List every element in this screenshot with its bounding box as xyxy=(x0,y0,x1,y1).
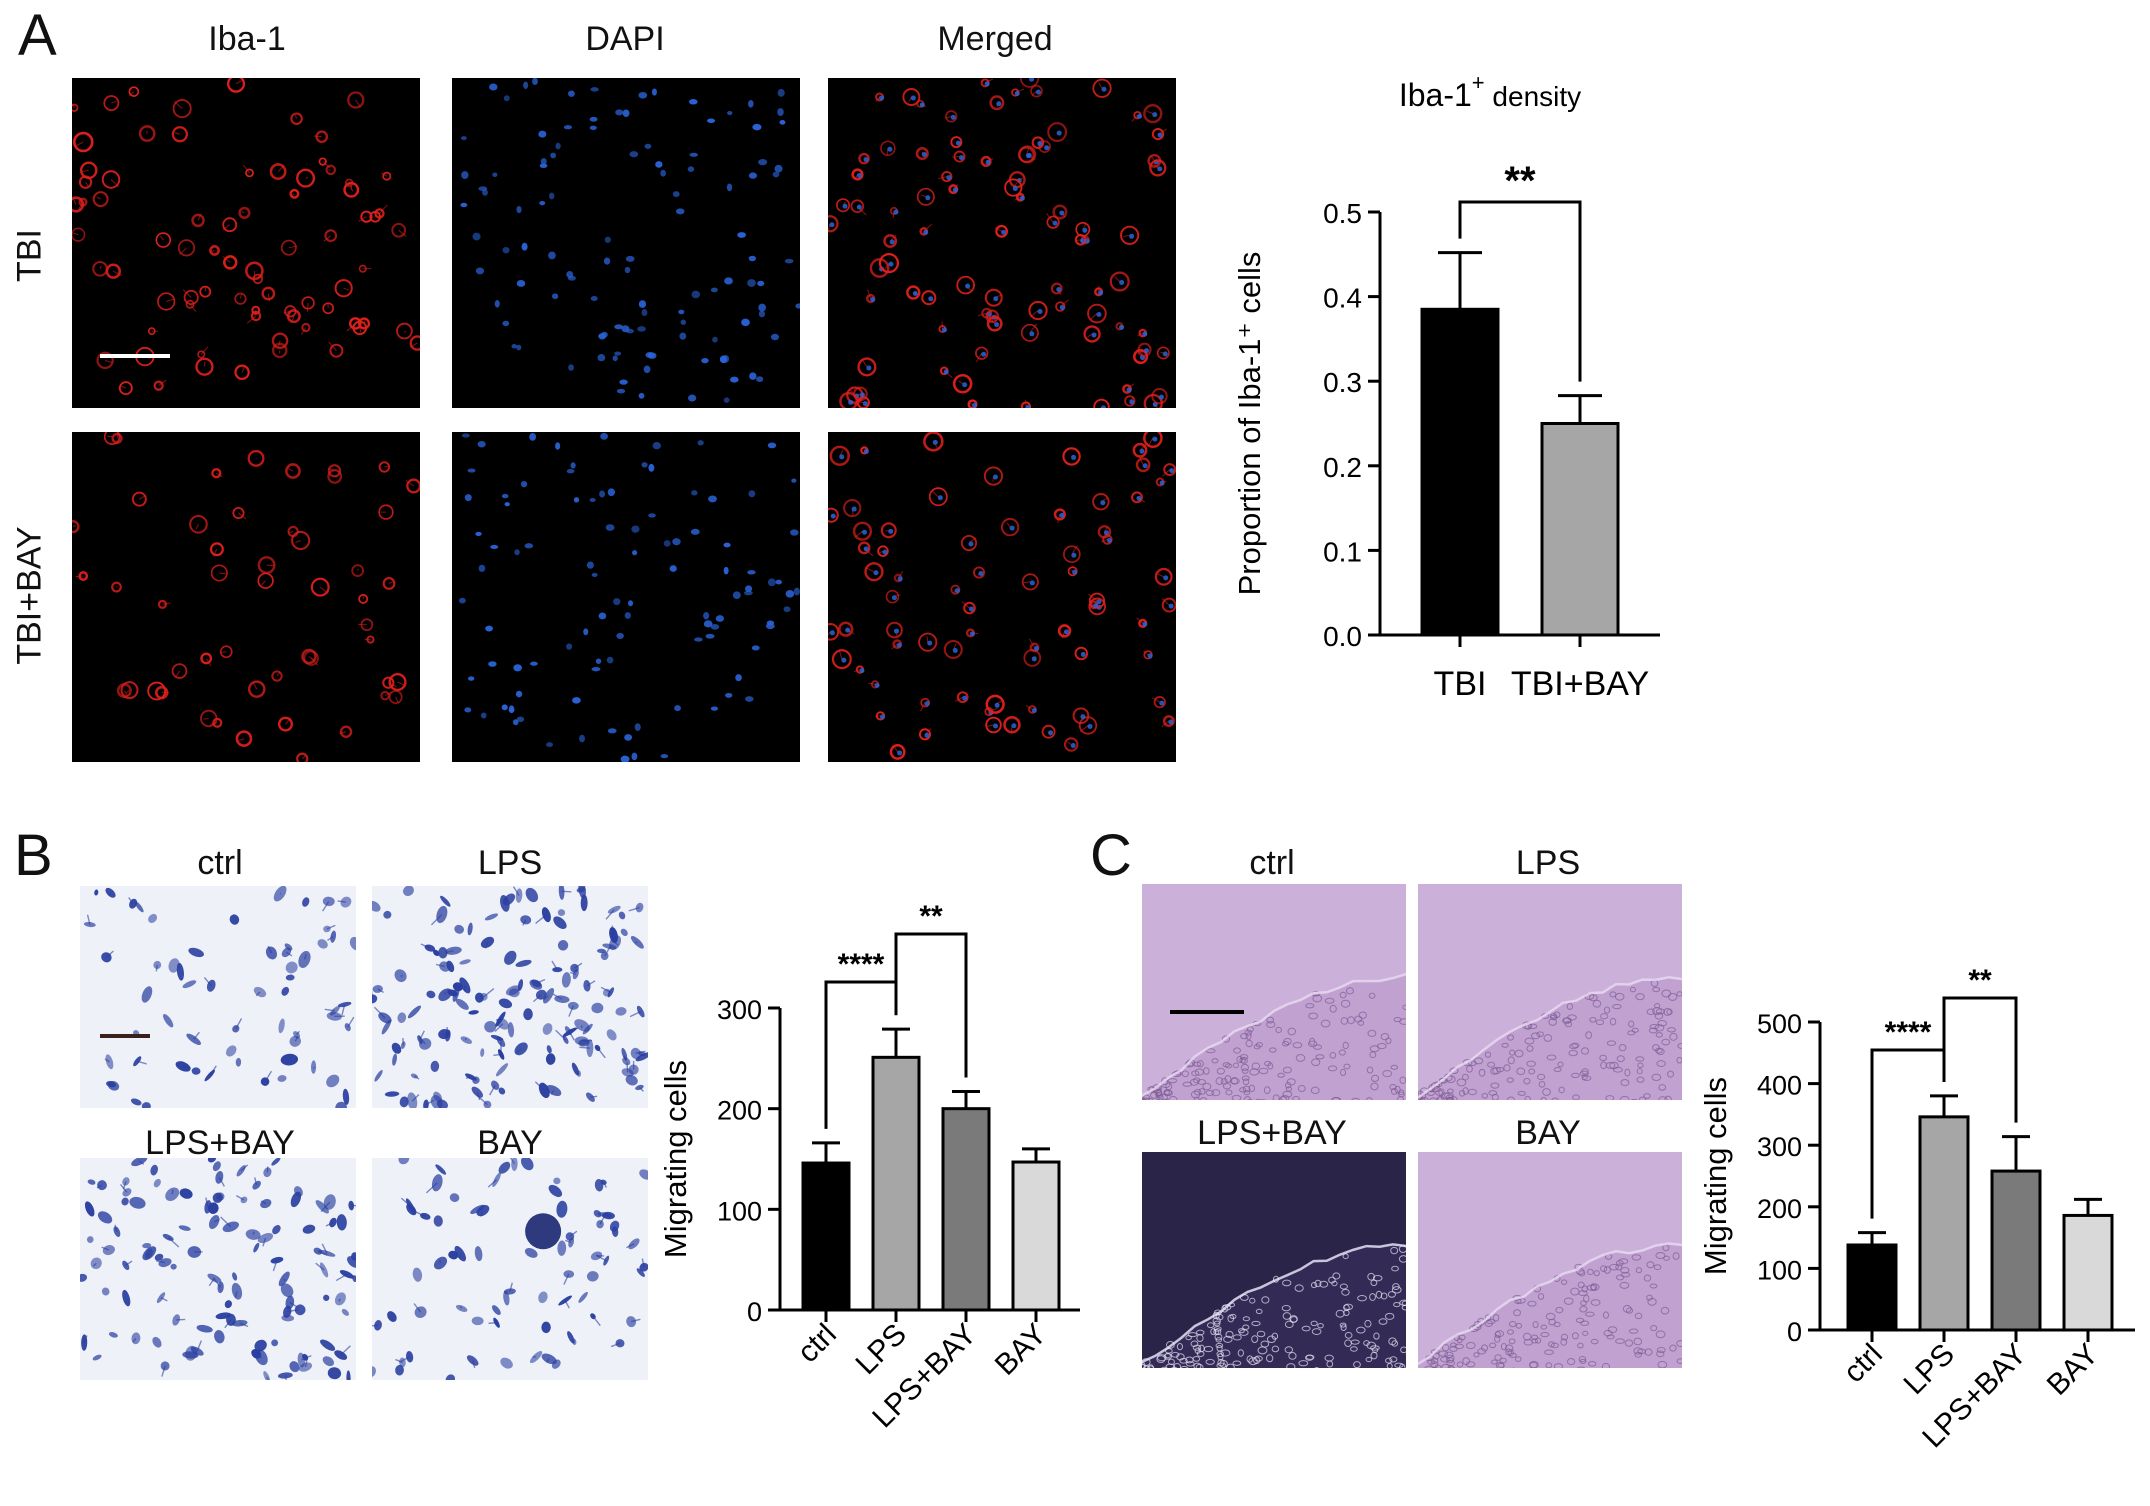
y-tick-label: 100 xyxy=(717,1196,762,1226)
transwell-lps-bay xyxy=(80,1158,356,1380)
bar-lps xyxy=(1918,1115,1970,1332)
micrograph-tbi-bay-merged xyxy=(828,432,1176,762)
bar-ctrl xyxy=(801,1161,851,1312)
y-tick-label: 300 xyxy=(1757,1132,1802,1162)
cell-texture xyxy=(80,1158,356,1380)
caption-c-lps: LPS xyxy=(1515,844,1581,882)
micrograph-tbi-merged xyxy=(828,78,1176,408)
y-tick-label: 200 xyxy=(1757,1194,1802,1224)
caption-b-lps: LPS xyxy=(477,844,543,882)
y-tick-label: 0.3 xyxy=(1323,367,1362,398)
y-axis-label: Migrating cells xyxy=(658,1060,693,1258)
micrograph-tbi-bay-dapi xyxy=(452,432,800,762)
cell-texture xyxy=(828,78,1170,408)
y-axis-label: Migrating cells xyxy=(1698,1077,1733,1275)
wound-texture xyxy=(1418,1242,1682,1368)
cell-texture xyxy=(72,432,420,762)
column-label-dapi: DAPI xyxy=(585,20,665,58)
column-label-merged: Merged xyxy=(937,20,1053,58)
y-tick-label: 500 xyxy=(1757,1009,1802,1039)
y-tick-label: 400 xyxy=(1757,1071,1802,1101)
bar-bay xyxy=(1011,1160,1061,1312)
significance-stars: **** xyxy=(838,948,885,981)
wound-texture xyxy=(1418,976,1682,1100)
micrograph-tbi-bay-iba1 xyxy=(72,432,420,762)
transwell-bay xyxy=(372,1158,648,1380)
panel-letter-b: B xyxy=(14,823,53,888)
x-category-label: TBI xyxy=(1434,665,1487,703)
bar-tbi-bay xyxy=(1540,422,1620,637)
significance-stars: ** xyxy=(919,900,943,933)
micrograph-tbi-dapi xyxy=(452,78,800,408)
row-label-tbi: TBI xyxy=(10,229,49,282)
x-category-label: BAY xyxy=(989,1318,1053,1382)
y-tick-label: 0.4 xyxy=(1323,283,1362,314)
y-tick-label: 0.1 xyxy=(1323,536,1362,567)
wound-texture xyxy=(1142,1243,1406,1368)
column-label-iba1: Iba-1 xyxy=(208,20,286,58)
wound-texture xyxy=(1142,972,1406,1100)
x-category-label: LPS xyxy=(1898,1338,1961,1401)
y-tick-label: 200 xyxy=(717,1096,762,1126)
bar-bay xyxy=(2062,1213,2114,1332)
y-axis-label: Proportion of Iba-1⁺ cells xyxy=(1232,252,1267,596)
cell-texture xyxy=(828,432,1176,760)
x-category-label: ctrl xyxy=(791,1318,843,1370)
caption-b-ctrl: ctrl xyxy=(197,844,243,882)
panel-letter-a: A xyxy=(18,3,57,68)
x-category-label: BAY xyxy=(2041,1338,2105,1402)
wound-lps xyxy=(1418,884,1682,1100)
panel-letter-c: C xyxy=(1090,823,1132,888)
caption-b-bay: BAY xyxy=(477,1124,543,1162)
significance-stars: **** xyxy=(1885,1016,1932,1049)
cell-texture xyxy=(372,886,648,1108)
transwell-lps xyxy=(372,886,648,1108)
micrograph-tbi-iba1 xyxy=(72,78,420,408)
cell-texture xyxy=(458,432,800,762)
significance-stars: ** xyxy=(1968,964,1992,997)
bar-tbi xyxy=(1420,307,1500,637)
transwell-ctrl xyxy=(80,886,356,1108)
y-tick-label: 0 xyxy=(1787,1317,1802,1347)
caption-c-bay: BAY xyxy=(1515,1114,1581,1152)
row-label-tbi-bay: TBI+BAY xyxy=(10,526,49,665)
y-tick-label: 0.5 xyxy=(1323,198,1362,229)
wound-ctrl xyxy=(1142,884,1406,1100)
caption-c-lps-bay: LPS+BAY xyxy=(1197,1114,1347,1152)
wound-lps-bay xyxy=(1142,1152,1406,1368)
significance-stars: ** xyxy=(1504,159,1536,203)
y-tick-label: 100 xyxy=(1757,1255,1802,1285)
y-tick-label: 300 xyxy=(717,995,762,1025)
bar-lps-bay xyxy=(1990,1169,2042,1332)
cell-texture xyxy=(83,886,356,1108)
chart-title: Iba-1+ density xyxy=(1399,70,1581,113)
bar-chart-iba1-density: 0.0 0.1 0.2 0.3 0.4 0.5 Proportion of Iba-1⁺ c… xyxy=(1232,70,1660,703)
caption-b-lps-bay: LPS+BAY xyxy=(145,1124,295,1162)
caption-c-ctrl: ctrl xyxy=(1249,844,1295,882)
x-category-label: ctrl xyxy=(1837,1338,1889,1390)
significance-bracket: ** xyxy=(894,900,968,1078)
x-category-label: TBI+BAY xyxy=(1511,665,1649,703)
bar-lps xyxy=(871,1055,921,1312)
axes: 0 100 200 300 400 500 xyxy=(1757,1009,2135,1347)
cell-texture xyxy=(72,78,420,396)
cell-texture xyxy=(372,1158,648,1380)
y-tick-label: 0.0 xyxy=(1323,621,1362,652)
significance-bracket: ** xyxy=(1458,159,1582,382)
x-category-label: LPS xyxy=(850,1318,913,1381)
significance-bracket: ** xyxy=(1942,964,2018,1123)
bar-lps-bay xyxy=(941,1107,991,1312)
bar-ctrl xyxy=(1846,1243,1898,1332)
cell-texture xyxy=(460,78,800,403)
y-tick-label: 0.2 xyxy=(1323,452,1362,483)
y-tick-label: 0 xyxy=(747,1297,762,1327)
wound-bay xyxy=(1418,1152,1682,1368)
